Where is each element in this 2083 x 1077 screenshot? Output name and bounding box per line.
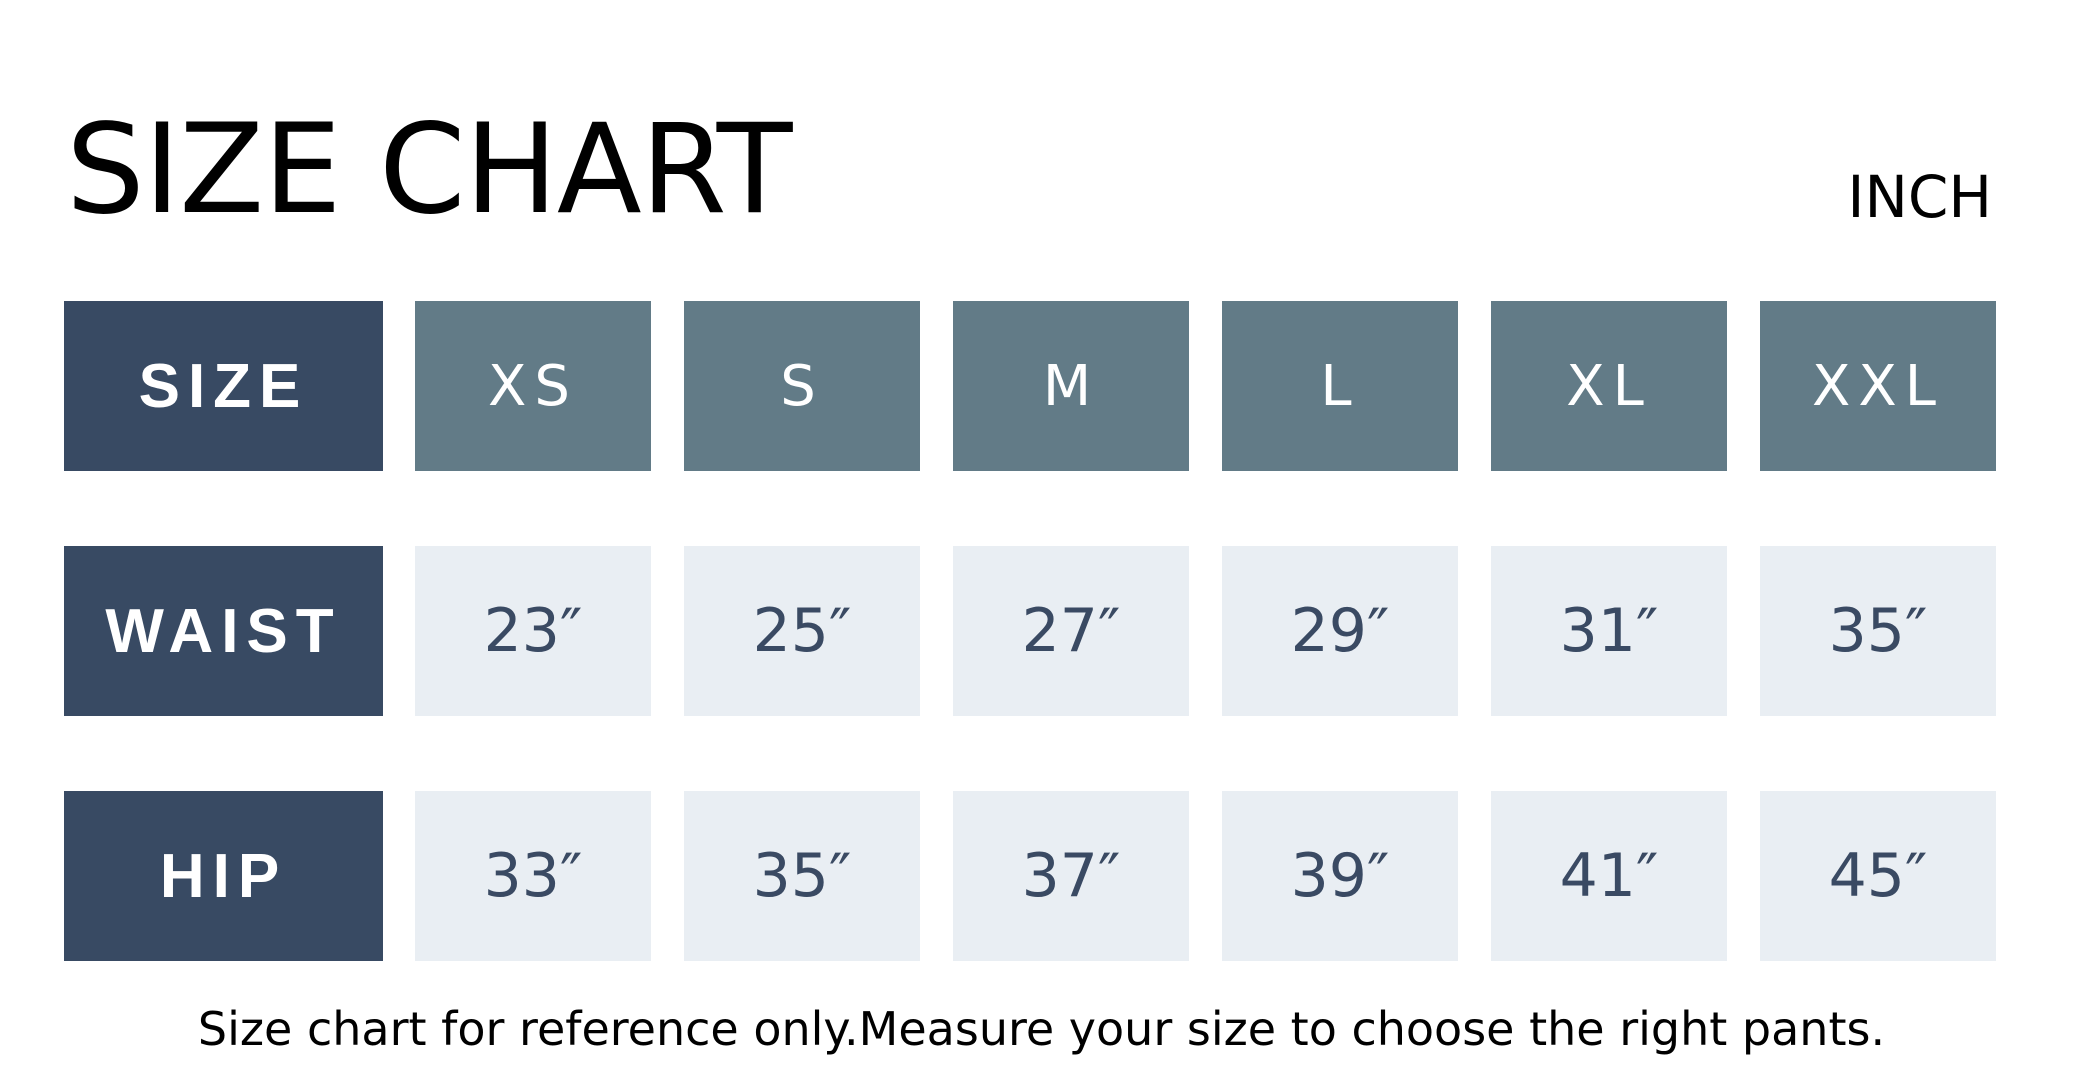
size-header-cell: XL [1491, 301, 1727, 471]
measurement-cell: 25″ [684, 546, 920, 716]
measurement-cell: 45″ [1760, 791, 1996, 961]
size-header-cell: M [953, 301, 1189, 471]
measurement-cell: 23″ [415, 546, 651, 716]
size-header-cell: L [1222, 301, 1458, 471]
measurement-cell: 29″ [1222, 546, 1458, 716]
row-label: WAIST [64, 546, 383, 716]
table-row-waist: WAIST 23″ 25″ 27″ 29″ 31″ 35″ [64, 546, 2029, 716]
row-label: HIP [64, 791, 383, 961]
measurement-cell: 35″ [1760, 546, 1996, 716]
size-header-cell: XS [415, 301, 651, 471]
size-header-cell: S [684, 301, 920, 471]
table-row-size: SIZE XS S M L XL XXL [64, 301, 2029, 471]
measurement-cell: 37″ [953, 791, 1189, 961]
unit-label: INCH [1847, 163, 1992, 231]
page-title: SIZE CHART [66, 98, 793, 242]
measurement-cell: 31″ [1491, 546, 1727, 716]
measurement-cell: 35″ [684, 791, 920, 961]
footer-note: Size chart for reference only.Measure yo… [197, 1002, 1886, 1056]
size-header-cell: XXL [1760, 301, 1996, 471]
measurement-cell: 41″ [1491, 791, 1727, 961]
measurement-cell: 39″ [1222, 791, 1458, 961]
table-row-hip: HIP 33″ 35″ 37″ 39″ 41″ 45″ [64, 791, 2029, 961]
measurement-cell: 33″ [415, 791, 651, 961]
row-label: SIZE [64, 301, 383, 471]
measurement-cell: 27″ [953, 546, 1189, 716]
